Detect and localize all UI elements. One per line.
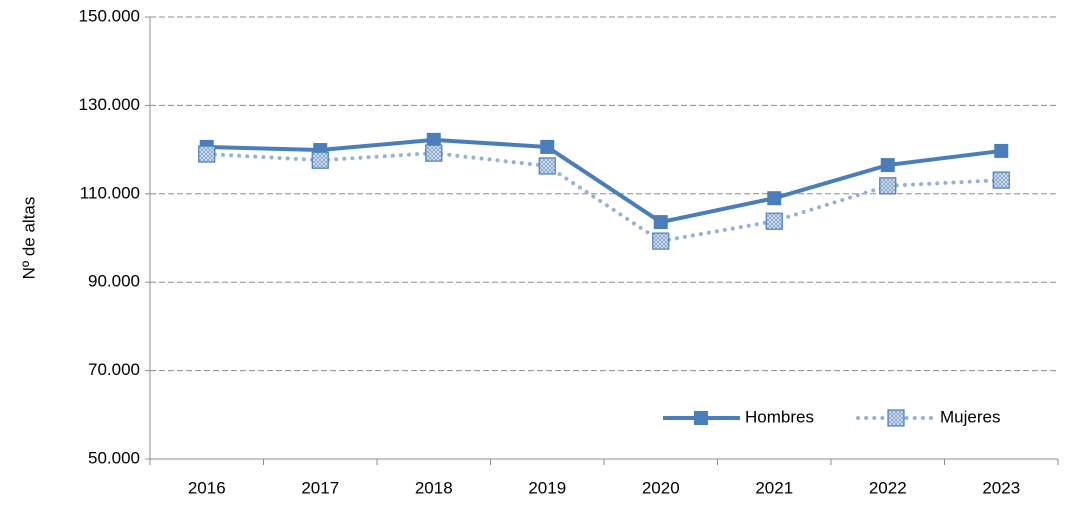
- legend-label: Hombres: [745, 407, 814, 426]
- x-tick-label: 2020: [642, 478, 680, 497]
- data-point: [198, 145, 216, 163]
- data-point: [880, 158, 895, 173]
- data-point: [311, 151, 329, 169]
- legend-marker: [694, 411, 708, 425]
- data-point: [425, 144, 443, 162]
- data-point: [879, 177, 897, 195]
- y-tick-label: 70.000: [88, 360, 140, 379]
- x-tick-label: 2018: [415, 478, 453, 497]
- series-line: [206, 137, 1002, 225]
- data-point: [767, 191, 782, 206]
- y-tick-label: 50.000: [88, 448, 140, 467]
- x-tick-label: 2016: [188, 478, 226, 497]
- legend-marker: [887, 409, 905, 427]
- data-point: [765, 212, 783, 230]
- data-point: [538, 157, 556, 175]
- y-tick-label: 150.000: [79, 6, 140, 25]
- y-tick-label: 130.000: [79, 95, 140, 114]
- data-point: [652, 232, 670, 250]
- legend-label: Mujeres: [940, 407, 1000, 426]
- data-point: [994, 143, 1009, 158]
- y-tick-label: 90.000: [88, 272, 140, 291]
- y-tick-label: 110.000: [80, 183, 140, 202]
- data-point: [992, 171, 1010, 189]
- x-tick-label: 2019: [528, 478, 566, 497]
- x-tick-label: 2017: [301, 478, 339, 497]
- data-point: [426, 132, 441, 147]
- x-tick-label: 2021: [755, 478, 793, 497]
- x-tick-label: 2022: [869, 478, 907, 497]
- x-tick-label: 2023: [982, 478, 1020, 497]
- y-axis-label: Nº de altas: [19, 197, 38, 280]
- data-point: [653, 215, 668, 230]
- data-point: [540, 139, 555, 154]
